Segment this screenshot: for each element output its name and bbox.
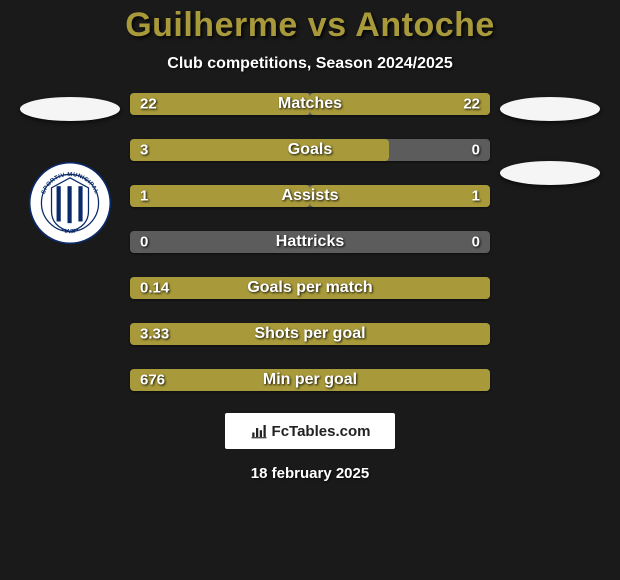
- brand-logo: FcTables.com: [225, 413, 395, 449]
- stat-value-left: 22: [140, 96, 157, 113]
- date-label: 18 february 2025: [251, 465, 369, 482]
- stat-value-left: 0: [140, 234, 148, 251]
- stat-row: 1 1 Assists: [130, 185, 490, 207]
- stat-label: Hattricks: [276, 233, 344, 251]
- stat-value-right: 0: [472, 234, 480, 251]
- stat-value-right: 22: [463, 96, 480, 113]
- left-player-avatar-placeholder: [20, 97, 120, 121]
- stat-label: Min per goal: [263, 371, 357, 389]
- stat-label: Goals per match: [247, 279, 372, 297]
- stat-label: Assists: [282, 187, 339, 205]
- comparison-infographic: Guilherme vs Antoche Club competitions, …: [0, 0, 620, 580]
- stat-label: Matches: [278, 95, 342, 113]
- right-player-avatar-placeholder: [500, 97, 600, 121]
- stat-row: 3.33 Shots per goal: [130, 323, 490, 345]
- stat-value-left: 0.14: [140, 280, 169, 297]
- stat-value-left: 3: [140, 142, 148, 159]
- stats-area: SPORTIV MUNICIPAL • IASI • 22 22 Matches 3 0…: [0, 93, 620, 391]
- stat-row: 22 22 Matches: [130, 93, 490, 115]
- left-club-badge: SPORTIV MUNICIPAL • IASI •: [28, 161, 112, 245]
- right-club-badge-placeholder: [500, 161, 600, 185]
- stat-row: 0 0 Hattricks: [130, 231, 490, 253]
- page-title: Guilherme vs Antoche: [125, 6, 495, 45]
- chart-icon: [250, 422, 268, 440]
- stat-label: Goals: [288, 141, 332, 159]
- page-subtitle: Club competitions, Season 2024/2025: [167, 55, 452, 73]
- stat-value-right: 1: [472, 188, 480, 205]
- stat-value-left: 3.33: [140, 326, 169, 343]
- stat-value-right: 0: [472, 142, 480, 159]
- stat-row: 3 0 Goals: [130, 139, 490, 161]
- stat-label: Shots per goal: [254, 325, 365, 343]
- stat-value-left: 676: [140, 372, 165, 389]
- right-player-col: [490, 93, 610, 391]
- brand-text: FcTables.com: [272, 423, 371, 440]
- stats-column: 22 22 Matches 3 0 Goals 1 1 Assists 0 0 Hattricks 0.…: [130, 93, 490, 391]
- stat-row: 676 Min per goal: [130, 369, 490, 391]
- left-player-col: SPORTIV MUNICIPAL • IASI •: [10, 93, 130, 391]
- stat-row: 0.14 Goals per match: [130, 277, 490, 299]
- stat-value-left: 1: [140, 188, 148, 205]
- stat-bar-left: [130, 139, 389, 161]
